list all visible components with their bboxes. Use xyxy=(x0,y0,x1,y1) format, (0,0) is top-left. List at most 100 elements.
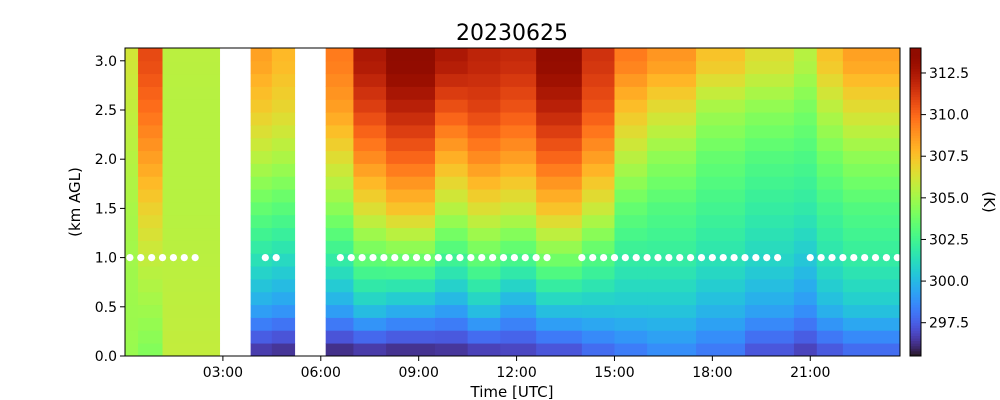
heatmap-cell xyxy=(793,189,818,203)
heatmap-cell xyxy=(536,150,583,164)
colorbar-segment xyxy=(910,279,921,283)
heatmap-cell xyxy=(325,240,354,254)
heatmap-cell xyxy=(816,73,844,87)
heatmap-cell xyxy=(125,343,139,357)
heatmap-cell xyxy=(467,189,501,203)
heatmap-cell xyxy=(467,317,501,331)
heatmap-cell xyxy=(125,150,139,164)
heatmap-cell xyxy=(386,176,436,190)
heatmap-cell xyxy=(467,163,501,177)
colorbar-segment xyxy=(910,340,921,344)
heatmap-cell xyxy=(435,48,469,62)
heatmap-cell xyxy=(793,240,818,254)
heatmap-cell xyxy=(162,304,221,318)
heatmap-cell xyxy=(467,112,501,126)
colorbar-segment xyxy=(910,299,921,303)
heatmap-cell xyxy=(353,86,387,100)
heatmap-cell xyxy=(271,317,296,331)
heatmap-cell xyxy=(353,291,387,306)
y-tick-label: 1.5 xyxy=(95,201,117,217)
colorbar-segment xyxy=(910,160,921,164)
heatmap-cell xyxy=(614,291,648,306)
heatmap-cell xyxy=(435,125,469,139)
heatmap-cell xyxy=(696,163,746,177)
heatmap-cell xyxy=(353,176,387,190)
heatmap-cell xyxy=(793,48,818,62)
marker-point xyxy=(893,253,901,262)
heatmap-cell xyxy=(250,189,273,203)
heatmap-cell xyxy=(250,125,273,139)
colorbar-segment xyxy=(910,273,921,277)
heatmap-cell xyxy=(581,189,615,203)
heatmap-cell xyxy=(536,330,583,344)
heatmap-cell xyxy=(162,189,221,203)
heatmap-cell xyxy=(162,266,221,280)
heatmap-cell xyxy=(467,73,501,87)
heatmap-cell xyxy=(793,266,818,280)
colorbar-segment xyxy=(910,73,921,77)
heatmap-cell xyxy=(467,150,501,164)
heatmap-cell xyxy=(793,317,818,331)
heatmap-cell xyxy=(500,202,537,216)
heatmap-cell xyxy=(162,48,221,62)
heatmap-cell xyxy=(745,112,795,126)
heatmap-cell xyxy=(386,304,436,318)
heatmap-cell xyxy=(500,150,537,164)
heatmap-cell xyxy=(696,86,746,100)
heatmap-cell xyxy=(325,343,354,357)
x-tick-label: 15:00 xyxy=(594,365,634,381)
heatmap-cell xyxy=(125,240,139,254)
x-tick-label: 06:00 xyxy=(301,365,341,381)
heatmap-cell xyxy=(696,343,746,357)
heatmap-cell xyxy=(500,125,537,139)
heatmap-cell xyxy=(816,343,844,357)
heatmap-cell xyxy=(467,266,501,280)
heatmap-cell xyxy=(500,266,537,280)
heatmap-cell xyxy=(745,48,795,62)
heatmap-cell xyxy=(614,330,648,344)
heatmap-cell xyxy=(250,99,273,113)
heatmap-cell xyxy=(842,279,901,293)
heatmap-cell xyxy=(500,48,537,62)
heatmap-cell xyxy=(162,202,221,216)
heatmap-cell xyxy=(647,48,697,62)
heatmap-cell xyxy=(793,86,818,100)
heatmap-cell xyxy=(614,253,648,267)
marker-point xyxy=(599,253,608,262)
colorbar-segment xyxy=(910,158,921,162)
colorbar-segment xyxy=(910,181,921,185)
heatmap-cell xyxy=(353,227,387,241)
heatmap-cell xyxy=(614,240,648,254)
heatmap-cell xyxy=(250,150,273,164)
heatmap-cell xyxy=(435,214,469,229)
marker-point xyxy=(632,253,640,262)
heatmap-cell xyxy=(271,304,296,318)
heatmap-cell xyxy=(536,86,583,100)
heatmap-cell xyxy=(745,214,795,229)
heatmap-cell xyxy=(162,112,221,126)
heatmap-cell xyxy=(435,99,469,113)
heatmap-cell xyxy=(353,343,387,357)
colorbar-segment xyxy=(910,94,921,98)
heatmap-cell xyxy=(138,317,163,331)
heatmap-cell xyxy=(353,202,387,216)
heatmap-cell xyxy=(435,176,469,190)
marker-point xyxy=(774,253,782,262)
heatmap-cell xyxy=(816,48,844,62)
colorbar-segment xyxy=(910,343,921,347)
colorbar-segment xyxy=(910,91,921,95)
colorbar-segment xyxy=(910,135,921,139)
colorbar-tick-label: 297.5 xyxy=(929,316,969,332)
heatmap-cell xyxy=(325,125,354,139)
heatmap-cell xyxy=(162,317,221,331)
colorbar-segment xyxy=(910,214,921,218)
y-axis: 0.0 0.5 1.0 1.5 2.0 2.5 3.0 xyxy=(95,54,125,365)
heatmap-cell xyxy=(696,291,746,306)
heatmap-cell xyxy=(162,253,221,267)
heatmap-cell xyxy=(325,279,354,293)
colorbar-segment xyxy=(910,253,921,257)
colorbar-segment xyxy=(910,332,921,336)
heatmap-cell xyxy=(467,60,501,75)
heatmap-cell xyxy=(842,266,901,280)
